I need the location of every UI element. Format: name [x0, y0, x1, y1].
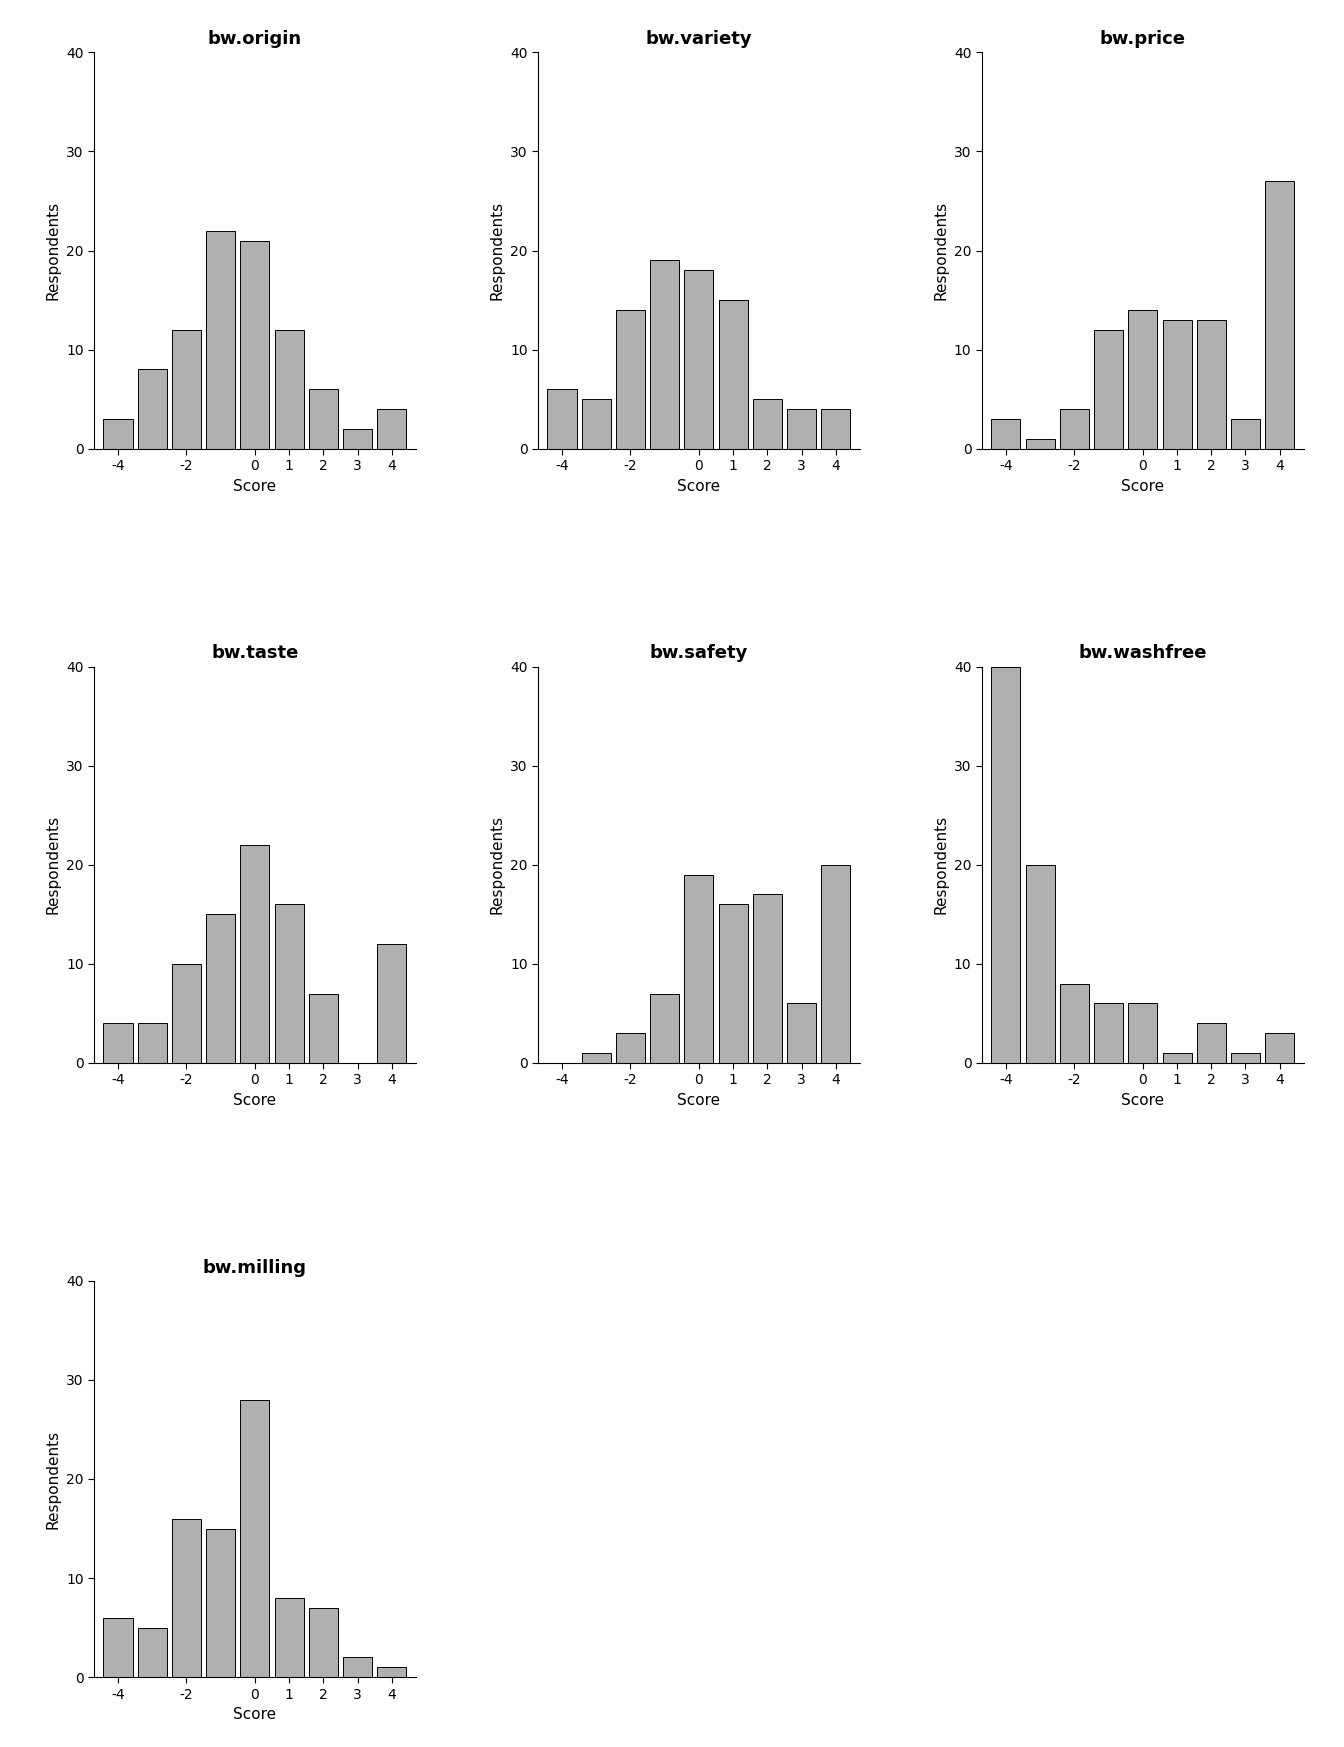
Bar [616, 309, 645, 449]
Title: bw.taste: bw.taste [211, 645, 298, 662]
Title: bw.safety: bw.safety [649, 645, 749, 662]
Bar [1196, 1024, 1226, 1062]
Bar [1025, 438, 1055, 449]
Bar [378, 1667, 406, 1677]
X-axis label: Score: Score [234, 1707, 277, 1723]
Bar [274, 1599, 304, 1677]
Y-axis label: Respondents: Respondents [46, 201, 60, 300]
Bar [241, 846, 270, 1062]
Bar [309, 994, 337, 1062]
Title: bw.origin: bw.origin [208, 30, 302, 49]
Bar [582, 398, 610, 449]
Bar [172, 330, 202, 449]
Bar [1128, 1003, 1157, 1062]
Bar [650, 260, 679, 449]
Bar [1060, 984, 1089, 1062]
Title: bw.price: bw.price [1099, 30, 1185, 49]
Bar [137, 1024, 167, 1062]
Bar [103, 419, 133, 449]
Bar [241, 241, 270, 449]
Title: bw.variety: bw.variety [645, 30, 753, 49]
Bar [821, 865, 851, 1062]
Bar [1163, 1053, 1192, 1062]
Y-axis label: Respondents: Respondents [46, 1429, 60, 1529]
Bar [650, 994, 679, 1062]
Bar [206, 231, 235, 449]
X-axis label: Score: Score [234, 1094, 277, 1108]
Bar [103, 1618, 133, 1677]
Bar [172, 1518, 202, 1677]
Bar [821, 409, 851, 449]
Bar [684, 875, 714, 1062]
Bar [274, 905, 304, 1062]
Bar [1094, 330, 1124, 449]
Bar [1094, 1003, 1124, 1062]
Bar [137, 1628, 167, 1677]
Y-axis label: Respondents: Respondents [46, 816, 60, 914]
Bar [582, 1053, 610, 1062]
Bar [206, 1529, 235, 1677]
X-axis label: Score: Score [677, 479, 720, 494]
Bar [1060, 409, 1089, 449]
Bar [137, 369, 167, 449]
Bar [1265, 182, 1294, 449]
Bar [1231, 419, 1261, 449]
Y-axis label: Respondents: Respondents [933, 816, 949, 914]
Bar [378, 943, 406, 1062]
Bar [753, 894, 782, 1062]
Bar [753, 398, 782, 449]
Bar [343, 428, 372, 449]
Y-axis label: Respondents: Respondents [933, 201, 949, 300]
Bar [1128, 309, 1157, 449]
Bar [1231, 1053, 1261, 1062]
Y-axis label: Respondents: Respondents [489, 816, 504, 914]
X-axis label: Score: Score [234, 479, 277, 494]
Bar [719, 300, 747, 449]
Bar [309, 1607, 337, 1677]
Bar [788, 409, 816, 449]
Bar [241, 1399, 270, 1677]
Y-axis label: Respondents: Respondents [489, 201, 504, 300]
Bar [103, 1024, 133, 1062]
Bar [172, 964, 202, 1062]
Bar [343, 1658, 372, 1677]
Bar [992, 667, 1020, 1062]
Title: bw.milling: bw.milling [203, 1258, 306, 1277]
X-axis label: Score: Score [1121, 1094, 1164, 1108]
Bar [274, 330, 304, 449]
Bar [1163, 320, 1192, 449]
Title: bw.washfree: bw.washfree [1079, 645, 1207, 662]
Bar [378, 409, 406, 449]
Bar [1025, 865, 1055, 1062]
X-axis label: Score: Score [1121, 479, 1164, 494]
X-axis label: Score: Score [677, 1094, 720, 1108]
Bar [547, 390, 577, 449]
Bar [1265, 1032, 1294, 1062]
Bar [684, 271, 714, 449]
Bar [616, 1032, 645, 1062]
Bar [1196, 320, 1226, 449]
Bar [206, 914, 235, 1062]
Bar [788, 1003, 816, 1062]
Bar [309, 390, 337, 449]
Bar [719, 905, 747, 1062]
Bar [992, 419, 1020, 449]
